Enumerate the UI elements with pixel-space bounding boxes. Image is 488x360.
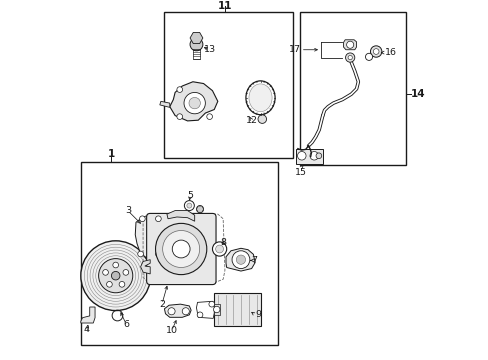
Circle shape xyxy=(345,53,354,62)
Circle shape xyxy=(215,245,223,253)
Bar xyxy=(81,162,278,345)
Circle shape xyxy=(232,251,249,269)
Circle shape xyxy=(172,240,190,258)
Text: 3: 3 xyxy=(124,206,131,215)
Text: 9: 9 xyxy=(255,310,261,319)
Circle shape xyxy=(168,308,175,315)
Ellipse shape xyxy=(245,81,275,115)
Circle shape xyxy=(208,301,214,307)
Circle shape xyxy=(197,312,203,318)
Circle shape xyxy=(186,203,191,208)
Circle shape xyxy=(315,153,321,159)
Polygon shape xyxy=(81,307,95,323)
Circle shape xyxy=(106,282,112,287)
Circle shape xyxy=(297,152,305,160)
Text: 2: 2 xyxy=(159,300,164,309)
Polygon shape xyxy=(166,211,194,221)
Circle shape xyxy=(206,114,212,120)
Text: 15: 15 xyxy=(294,168,306,177)
Text: 6: 6 xyxy=(123,320,129,329)
Circle shape xyxy=(365,53,372,60)
Circle shape xyxy=(113,262,118,268)
Circle shape xyxy=(213,306,220,313)
Polygon shape xyxy=(196,206,203,212)
Circle shape xyxy=(182,308,189,315)
Circle shape xyxy=(155,251,161,257)
Polygon shape xyxy=(141,260,150,274)
FancyBboxPatch shape xyxy=(146,213,216,285)
Circle shape xyxy=(346,41,353,48)
Circle shape xyxy=(372,49,378,54)
Circle shape xyxy=(119,282,124,287)
Circle shape xyxy=(183,93,205,114)
Circle shape xyxy=(99,258,133,293)
Circle shape xyxy=(188,98,200,109)
Text: 16: 16 xyxy=(384,48,396,57)
Bar xyxy=(299,12,406,165)
Circle shape xyxy=(111,271,120,280)
Circle shape xyxy=(163,230,199,267)
Polygon shape xyxy=(164,304,191,317)
Circle shape xyxy=(177,87,182,93)
Text: 11: 11 xyxy=(217,1,232,11)
Text: 10: 10 xyxy=(165,326,177,335)
Bar xyxy=(164,12,292,158)
Circle shape xyxy=(184,201,194,211)
Text: 13: 13 xyxy=(203,45,215,54)
Polygon shape xyxy=(196,301,214,318)
Polygon shape xyxy=(169,82,217,121)
Bar xyxy=(192,49,200,59)
Text: 1: 1 xyxy=(107,149,115,159)
Polygon shape xyxy=(225,248,255,271)
Polygon shape xyxy=(190,32,203,44)
Circle shape xyxy=(123,270,128,275)
Circle shape xyxy=(102,270,108,275)
Circle shape xyxy=(139,216,145,222)
Bar xyxy=(296,149,323,163)
Polygon shape xyxy=(135,215,163,258)
Circle shape xyxy=(155,216,161,222)
Text: 8: 8 xyxy=(221,238,226,247)
Text: 5: 5 xyxy=(187,191,193,200)
Circle shape xyxy=(258,115,266,123)
Circle shape xyxy=(81,241,150,311)
Text: 12: 12 xyxy=(245,116,257,125)
Text: 14: 14 xyxy=(410,89,425,99)
Circle shape xyxy=(177,114,182,120)
Polygon shape xyxy=(343,40,356,50)
Text: 4: 4 xyxy=(83,325,89,334)
Circle shape xyxy=(309,152,318,160)
Bar xyxy=(214,293,260,325)
Text: 7: 7 xyxy=(250,256,256,265)
Circle shape xyxy=(190,38,203,51)
Circle shape xyxy=(212,242,226,256)
Circle shape xyxy=(138,251,143,257)
Ellipse shape xyxy=(248,84,271,112)
Text: 17: 17 xyxy=(288,45,300,54)
Circle shape xyxy=(155,223,206,275)
Polygon shape xyxy=(160,101,169,107)
Circle shape xyxy=(196,206,203,213)
Circle shape xyxy=(370,46,381,57)
Circle shape xyxy=(347,55,351,60)
Circle shape xyxy=(236,255,245,264)
Bar xyxy=(214,304,219,315)
